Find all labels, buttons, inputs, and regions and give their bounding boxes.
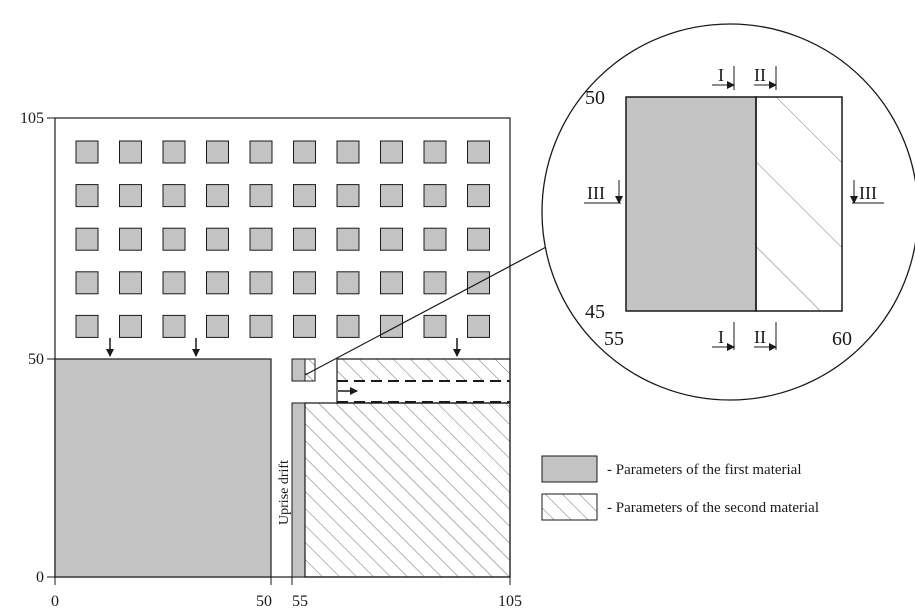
inclusion-square xyxy=(206,314,229,338)
inset-x-left-label: 55 xyxy=(604,328,624,350)
inset-y-top-label: 50 xyxy=(585,87,605,109)
legend-first-material-label: - Parameters of the first material xyxy=(607,462,802,478)
inclusion-square xyxy=(75,140,99,164)
inclusion-square xyxy=(380,314,403,338)
inclusion-square xyxy=(423,184,447,208)
inclusion-square xyxy=(75,227,99,251)
legend-second-material-label: - Parameters of the second material xyxy=(607,500,819,516)
inclusion-square xyxy=(249,227,273,251)
inset-y-bottom-label: 45 xyxy=(585,301,605,323)
inclusion-square xyxy=(380,227,403,251)
x-tick-label-105: 105 xyxy=(498,593,522,610)
inclusion-square xyxy=(293,184,316,208)
inclusion-square xyxy=(162,314,186,338)
second-material-block xyxy=(304,402,511,578)
inset-section-I-top-label: I xyxy=(718,65,724,85)
inclusion-square xyxy=(336,140,360,164)
inclusion-square xyxy=(293,140,316,164)
inclusion-square xyxy=(75,271,99,295)
inclusion-square xyxy=(162,227,186,251)
inset-section-III-left-label: III xyxy=(587,183,605,203)
inclusion-square xyxy=(119,227,142,251)
inclusion-square xyxy=(119,314,142,338)
inclusion-square xyxy=(336,271,360,295)
x-tick-label-50: 50 xyxy=(256,593,272,610)
inclusion-square xyxy=(75,314,99,338)
inclusion-square xyxy=(380,184,403,208)
x-tick-label-55: 55 xyxy=(292,593,308,610)
inclusion-square xyxy=(206,271,229,295)
drift-channel xyxy=(338,381,509,402)
inclusion-square xyxy=(380,271,403,295)
x-tick-label-0: 0 xyxy=(51,593,59,610)
inclusion-square xyxy=(467,140,490,164)
inclusion-square xyxy=(423,271,447,295)
legend-second-material-swatch xyxy=(541,493,598,521)
inset-second-material xyxy=(755,96,843,312)
inclusion-square xyxy=(249,140,273,164)
inclusion-square xyxy=(119,184,142,208)
inset-section-I-bottom-label: I xyxy=(718,327,724,347)
inclusion-square xyxy=(206,227,229,251)
uprise-drift-label: Uprise drift xyxy=(277,460,292,525)
y-tick-label-105: 105 xyxy=(20,110,44,127)
inclusion-square xyxy=(293,227,316,251)
inclusion-square xyxy=(249,184,273,208)
callout-line xyxy=(304,245,549,376)
inclusion-square xyxy=(380,140,403,164)
inclusion-square xyxy=(423,314,447,338)
uprise-drift-strip xyxy=(291,402,306,578)
inclusion-square xyxy=(249,271,273,295)
inclusion-square xyxy=(336,227,360,251)
y-tick-label-50: 50 xyxy=(28,351,44,368)
inclusion-square xyxy=(119,140,142,164)
first-material-block xyxy=(54,358,272,578)
inclusion-grid xyxy=(75,140,490,338)
inclusion-square xyxy=(162,184,186,208)
inset-section-II-top-label: II xyxy=(754,65,766,85)
inclusion-square xyxy=(467,314,490,338)
inset-section-III-right-label: III xyxy=(859,183,877,203)
y-tick-label-0: 0 xyxy=(36,569,44,586)
inclusion-square xyxy=(336,314,360,338)
model-domain-outline xyxy=(54,117,511,578)
inclusion-square xyxy=(467,184,490,208)
inclusion-square xyxy=(162,140,186,164)
detail-square-grey xyxy=(291,358,306,382)
inclusion-square xyxy=(423,227,447,251)
inset-section-II-bottom-label: II xyxy=(754,327,766,347)
inset-first-material xyxy=(625,96,757,312)
inclusion-square xyxy=(467,227,490,251)
inclusion-square xyxy=(206,140,229,164)
inclusion-square xyxy=(206,184,229,208)
inclusion-square xyxy=(249,314,273,338)
inclusion-square xyxy=(162,271,186,295)
legend-first-material-swatch xyxy=(541,455,598,483)
inclusion-square xyxy=(336,184,360,208)
inset-x-right-label: 60 xyxy=(832,328,852,350)
inclusion-square xyxy=(423,140,447,164)
inclusion-square xyxy=(293,314,316,338)
inclusion-square xyxy=(293,271,316,295)
inclusion-square xyxy=(75,184,99,208)
inclusion-square xyxy=(119,271,142,295)
